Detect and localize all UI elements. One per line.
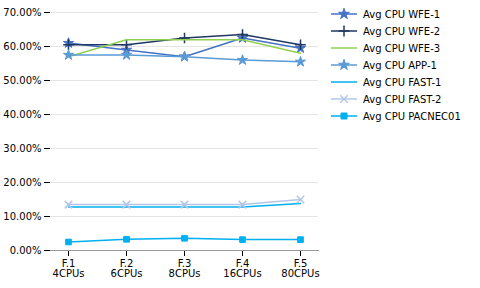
svg-text:F.26CPUs: F.26CPUs xyxy=(111,258,143,279)
html-text:Avg CPU WFE-2: Avg CPU WFE-2 xyxy=(363,25,441,37)
svg-text:70.00%: 70.00% xyxy=(3,7,41,18)
html-text:Avg CPU WFE-1: Avg CPU WFE-1 xyxy=(363,8,441,20)
svg-text:30.00%: 30.00% xyxy=(3,143,41,154)
html-text:Avg CPU FAST-1: Avg CPU FAST-1 xyxy=(363,76,442,88)
svg-text:10.00%: 10.00% xyxy=(3,211,41,222)
svg-text:40.00%: 40.00% xyxy=(3,109,41,120)
svg-text:50.00%: 50.00% xyxy=(3,75,41,86)
html-text:Avg CPU APP-1: Avg CPU APP-1 xyxy=(363,59,437,71)
svg-text:F.416CPUs: F.416CPUs xyxy=(223,258,261,279)
svg-text:0.00%: 0.00% xyxy=(10,245,42,256)
svg-text:F.14CPUs: F.14CPUs xyxy=(53,258,85,279)
svg-text:20.00%: 20.00% xyxy=(3,177,41,188)
svg-text:60.00%: 60.00% xyxy=(3,41,41,52)
html-text:Avg CPU PACNEC01: Avg CPU PACNEC01 xyxy=(363,110,461,122)
svg-text:F.580CPUs: F.580CPUs xyxy=(281,258,319,279)
html-text:Avg CPU WFE-3: Avg CPU WFE-3 xyxy=(363,42,441,54)
svg-text:F.38CPUs: F.38CPUs xyxy=(169,258,201,279)
html-text:Avg CPU FAST-2: Avg CPU FAST-2 xyxy=(363,93,442,105)
